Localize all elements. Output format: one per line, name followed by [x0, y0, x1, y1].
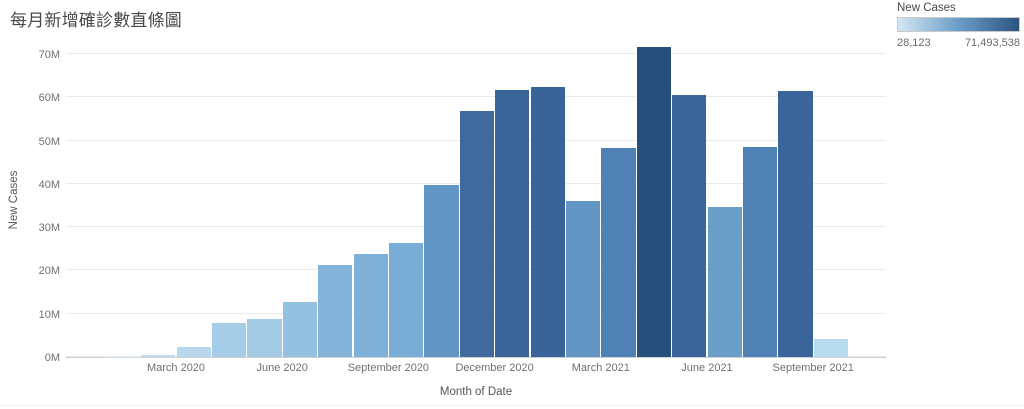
legend-gradient-bar[interactable] [897, 17, 1020, 32]
y-tick-label: 40M [38, 178, 60, 191]
bar-march-2021[interactable] [601, 147, 636, 357]
legend-range-labels: 28,123 71,493,538 [897, 37, 1020, 49]
y-tick-label: 0M [44, 352, 60, 364]
bar-february-2020[interactable] [141, 355, 176, 357]
x-tick-label: September 2021 [772, 362, 854, 374]
x-tick-label: June 2020 [256, 362, 308, 374]
bar-may-2021[interactable] [672, 94, 707, 357]
y-tick-label: 60M [38, 92, 60, 105]
legend-title: New Cases [897, 2, 956, 14]
x-tick-label: March 2021 [571, 362, 630, 374]
bar-september-2021[interactable] [813, 338, 849, 357]
bar-december-2020[interactable] [495, 89, 530, 357]
legend-min-value: 28,123 [897, 37, 931, 49]
bar-july-2021[interactable] [742, 146, 778, 357]
chart-title: 每月新增確診數直條圖 [10, 11, 182, 30]
bar-april-2021[interactable] [636, 47, 672, 357]
x-tick-label: June 2021 [681, 362, 733, 374]
bar-august-2020[interactable] [353, 253, 388, 357]
bar-chart-plot-area [66, 40, 886, 358]
color-legend: New Cases 28,123 71,493,538 [897, 2, 1020, 49]
bar-june-2020[interactable] [282, 302, 318, 357]
y-tick-label: 20M [38, 265, 60, 278]
gridline [66, 52, 886, 54]
y-tick-label: 30M [38, 222, 60, 235]
legend-max-value: 71,493,538 [964, 37, 1020, 49]
bar-october-2020[interactable] [424, 185, 459, 357]
y-tick-label: 10M [38, 308, 60, 321]
bar-april-2020[interactable] [211, 323, 247, 357]
x-tick-label: September 2020 [347, 362, 430, 374]
gridline [66, 96, 886, 98]
bottom-divider [0, 405, 1024, 406]
x-axis-title: Month of Date [439, 386, 513, 398]
bar-november-2020[interactable] [459, 110, 495, 357]
x-tick-label: December 2020 [455, 362, 534, 374]
bar-march-2020[interactable] [176, 347, 211, 357]
bar-september-2020[interactable] [388, 243, 424, 357]
bar-july-2020[interactable] [318, 264, 353, 357]
bar-august-2021[interactable] [778, 90, 813, 357]
y-tick-label: 70M [38, 48, 60, 61]
bar-february-2021[interactable] [565, 200, 601, 357]
bar-january-2021[interactable] [530, 87, 565, 357]
bar-june-2021[interactable] [707, 207, 742, 357]
y-tick-label: 50M [38, 135, 60, 148]
x-tick-label: March 2020 [146, 362, 206, 374]
bar-may-2020[interactable] [247, 319, 282, 357]
